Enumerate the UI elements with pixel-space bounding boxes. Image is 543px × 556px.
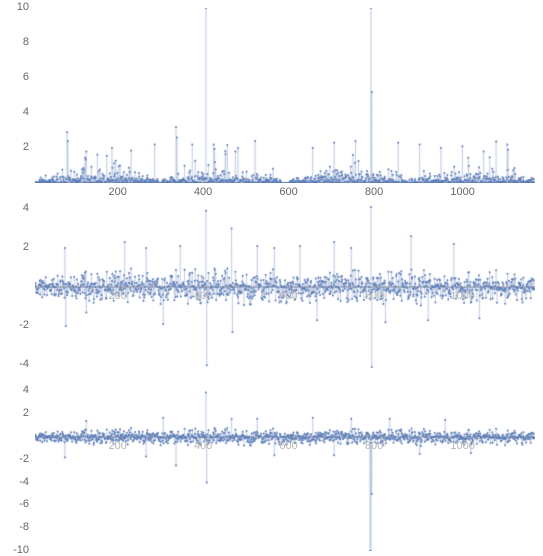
y-tick-label: 2: [23, 142, 31, 153]
y-tick-label: -4: [19, 359, 31, 370]
chart-panel-middle: 200400600800100042-2-4: [35, 203, 535, 371]
chart-panel-bottom: 200400600800100042-2-4-6-8-10: [35, 388, 535, 551]
y-tick-label: -8: [19, 522, 31, 533]
y-tick-label: 10: [17, 2, 31, 13]
x-tick-label: 400: [194, 291, 212, 302]
x-tick-label: 200: [108, 291, 126, 302]
x-tick-label: 600: [279, 441, 297, 452]
y-tick-label: -10: [13, 545, 31, 556]
chart-canvas-bottom: [35, 388, 535, 551]
x-tick-label: 1000: [450, 187, 474, 198]
x-tick-label: 200: [108, 441, 126, 452]
y-tick-label: 2: [23, 242, 31, 253]
y-tick-label: 4: [23, 107, 31, 118]
x-tick-label: 200: [108, 187, 126, 198]
figure-container: 2004006008001000246810 20040060080010004…: [0, 0, 543, 556]
y-tick-label: -6: [19, 499, 31, 510]
x-tick-label: 600: [279, 187, 297, 198]
x-tick-label: 800: [365, 441, 383, 452]
y-tick-label: 8: [23, 37, 31, 48]
x-tick-label: 1000: [450, 441, 474, 452]
y-tick-label: 4: [23, 385, 31, 396]
y-tick-label: 6: [23, 72, 31, 83]
chart-canvas-top: [35, 8, 535, 183]
y-tick-label: 4: [23, 203, 31, 214]
x-tick-label: 800: [365, 291, 383, 302]
y-tick-label: -2: [19, 320, 31, 331]
y-tick-label: 2: [23, 408, 31, 419]
y-tick-label: -4: [19, 477, 31, 488]
x-tick-label: 1000: [450, 291, 474, 302]
y-tick-label: -2: [19, 454, 31, 465]
chart-panel-top: 2004006008001000246810: [35, 8, 535, 183]
x-tick-label: 800: [365, 187, 383, 198]
chart-canvas-middle: [35, 203, 535, 371]
x-tick-label: 400: [194, 187, 212, 198]
x-tick-label: 600: [279, 291, 297, 302]
x-tick-label: 400: [194, 441, 212, 452]
